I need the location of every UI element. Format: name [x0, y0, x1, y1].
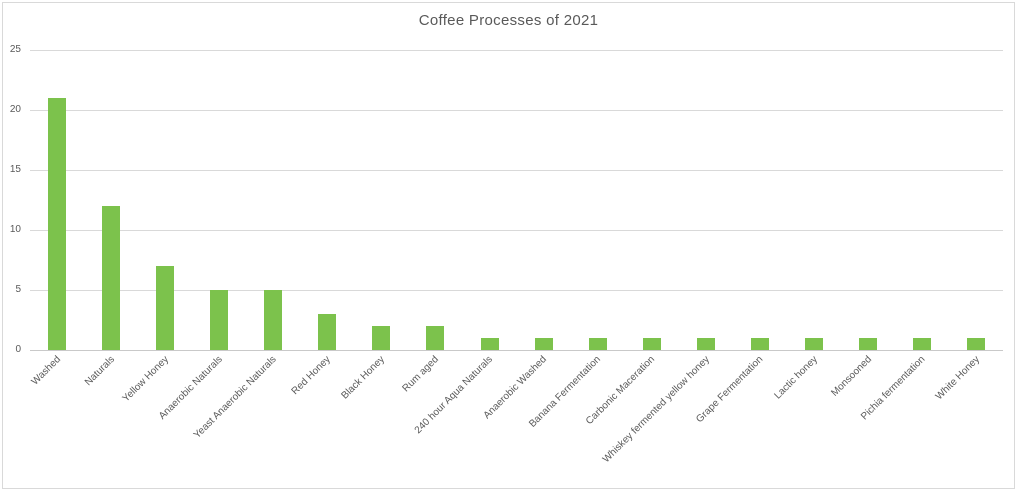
bar — [913, 338, 932, 350]
y-axis-tick-label: 25 — [9, 44, 21, 55]
bar — [696, 338, 715, 350]
bar-column — [949, 50, 1003, 350]
bar-column — [300, 50, 354, 350]
bar — [156, 266, 175, 350]
bar-column — [408, 50, 462, 350]
y-axis-tick-label: 20 — [9, 104, 21, 115]
bar-column — [192, 50, 246, 350]
chart-title: Coffee Processes of 2021 — [418, 12, 599, 29]
bar-column — [841, 50, 895, 350]
bar — [750, 338, 769, 350]
x-axis-category-label: White Honey — [933, 354, 982, 403]
bar-column — [30, 50, 84, 350]
gridline — [30, 110, 1003, 111]
x-axis-category-label: Whiskey fermented yellow honey — [600, 354, 712, 466]
y-axis-tick-label: 0 — [15, 344, 21, 355]
gridline — [30, 290, 1003, 291]
x-axis-category-label: Yellow Honey — [120, 354, 171, 405]
bar-column — [679, 50, 733, 350]
bar — [102, 206, 121, 350]
bar — [264, 290, 283, 350]
plot-area — [30, 50, 1003, 351]
y-axis-tick-label: 5 — [15, 284, 21, 295]
bar-column — [463, 50, 517, 350]
x-axis-category-label: Red Honey — [289, 354, 334, 398]
bar — [642, 338, 661, 350]
bar-column — [517, 50, 571, 350]
bar-column — [354, 50, 408, 350]
x-axis-category-label: Naturals — [82, 354, 117, 389]
bar — [858, 338, 877, 350]
bar — [588, 338, 607, 350]
bar-column — [246, 50, 300, 350]
bar — [210, 290, 229, 350]
x-axis-category-label: Monsooned — [828, 354, 874, 399]
bar — [967, 338, 986, 350]
bar — [426, 326, 445, 350]
bar — [372, 326, 391, 350]
y-axis-tick-label: 10 — [9, 224, 21, 235]
bar-column — [733, 50, 787, 350]
bar — [534, 338, 553, 350]
chart-frame: Coffee Processes of 2021 0 5 10 15 20 25 Wash… — [2, 2, 1015, 489]
bar-column — [571, 50, 625, 350]
bar-column — [625, 50, 679, 350]
x-axis-category-label: Black Honey — [339, 354, 388, 402]
y-axis-tick-label: 15 — [9, 164, 21, 175]
bar-column — [895, 50, 949, 350]
gridline — [30, 50, 1003, 51]
x-axis-category-label: Rum aged — [400, 354, 442, 395]
bar-column — [787, 50, 841, 350]
bar — [480, 338, 499, 350]
bar-column — [84, 50, 138, 350]
x-axis-category-label: Lactic honey — [772, 354, 820, 402]
bar-column — [138, 50, 192, 350]
bar — [318, 314, 337, 350]
x-axis-category-label: Washed — [29, 354, 63, 388]
gridline — [30, 170, 1003, 171]
bar — [804, 338, 823, 350]
gridline — [30, 230, 1003, 231]
bar — [48, 98, 67, 350]
